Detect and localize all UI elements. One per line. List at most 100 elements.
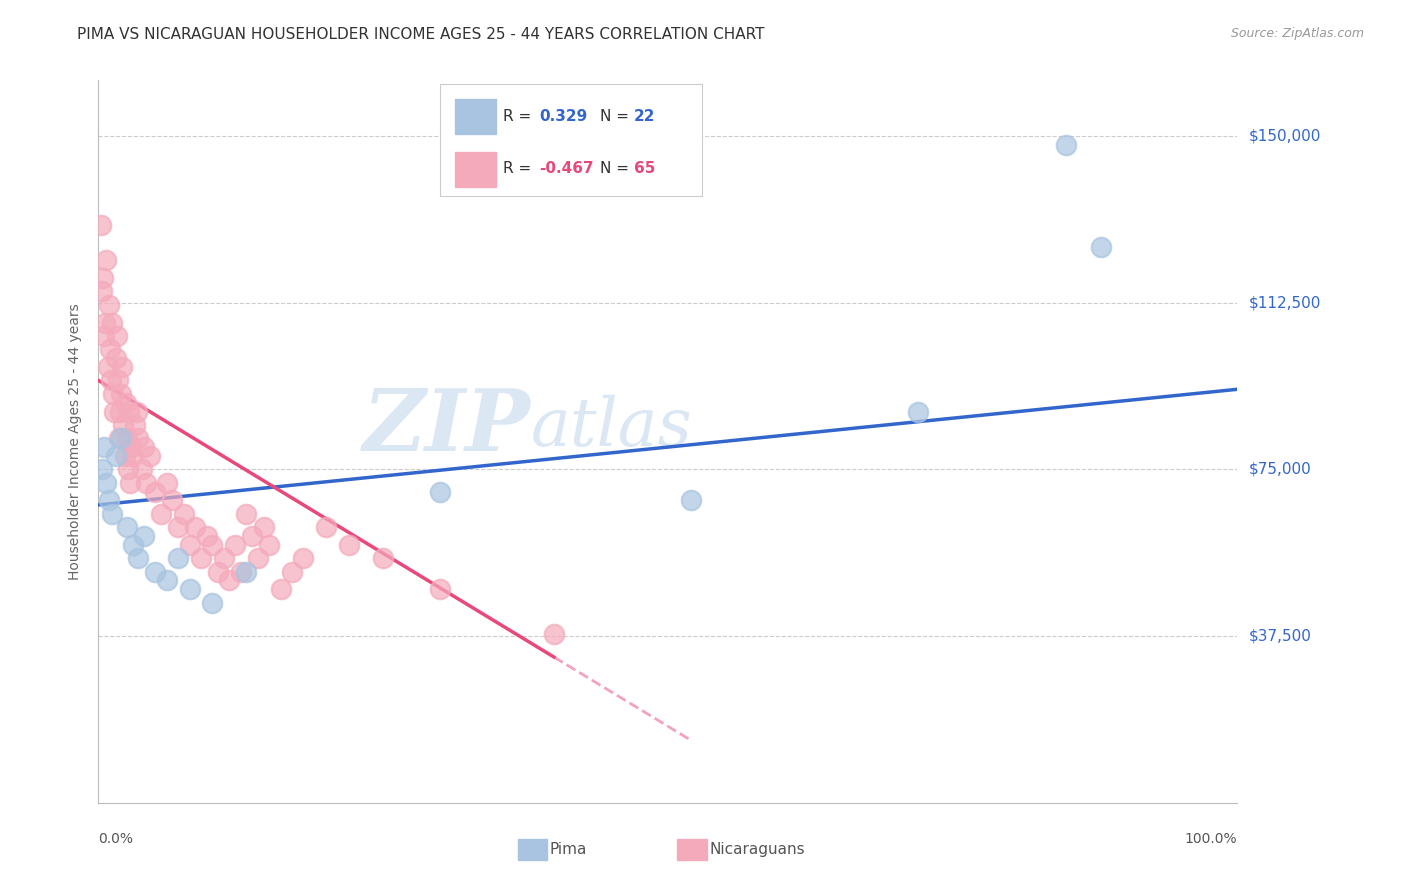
Point bbox=[114, 395, 136, 409]
FancyBboxPatch shape bbox=[517, 838, 547, 860]
Point bbox=[101, 507, 124, 521]
Point bbox=[315, 520, 337, 534]
Point bbox=[127, 431, 149, 445]
Point bbox=[104, 351, 127, 366]
Point bbox=[429, 582, 451, 597]
Point bbox=[132, 440, 155, 454]
Text: 65: 65 bbox=[634, 161, 655, 176]
Point bbox=[167, 520, 190, 534]
Text: 22: 22 bbox=[634, 109, 655, 124]
Point bbox=[124, 417, 146, 432]
Point bbox=[90, 462, 112, 476]
Text: $112,500: $112,500 bbox=[1249, 295, 1320, 310]
Text: ZIP: ZIP bbox=[363, 385, 531, 469]
Point bbox=[108, 404, 131, 418]
Point bbox=[111, 360, 134, 375]
Point bbox=[100, 373, 122, 387]
Point bbox=[201, 596, 224, 610]
Point bbox=[91, 271, 114, 285]
Point bbox=[145, 484, 167, 499]
Point bbox=[90, 285, 112, 299]
Point bbox=[131, 462, 153, 476]
Point bbox=[1090, 240, 1112, 254]
Point bbox=[212, 551, 235, 566]
Point bbox=[145, 565, 167, 579]
Point bbox=[115, 431, 138, 445]
Point bbox=[93, 440, 115, 454]
Point bbox=[195, 529, 218, 543]
Point bbox=[156, 475, 179, 490]
Point bbox=[108, 431, 131, 445]
Text: N =: N = bbox=[599, 109, 628, 124]
Point bbox=[190, 551, 212, 566]
Point bbox=[207, 565, 229, 579]
Text: R =: R = bbox=[503, 109, 531, 124]
Point bbox=[429, 484, 451, 499]
Point bbox=[118, 404, 141, 418]
Point bbox=[281, 565, 304, 579]
Text: 0.329: 0.329 bbox=[538, 109, 588, 124]
Point bbox=[201, 538, 224, 552]
Point bbox=[93, 329, 115, 343]
Point bbox=[94, 316, 117, 330]
FancyBboxPatch shape bbox=[456, 100, 496, 134]
Point bbox=[132, 529, 155, 543]
Point bbox=[103, 404, 125, 418]
Point bbox=[184, 520, 207, 534]
Point bbox=[679, 493, 702, 508]
Y-axis label: Householder Income Ages 25 - 44 years: Householder Income Ages 25 - 44 years bbox=[69, 303, 83, 580]
Point bbox=[107, 373, 129, 387]
Point bbox=[907, 404, 929, 418]
Point bbox=[292, 551, 315, 566]
FancyBboxPatch shape bbox=[440, 84, 702, 196]
Point bbox=[138, 449, 160, 463]
Point bbox=[115, 520, 138, 534]
Point bbox=[121, 538, 143, 552]
Point bbox=[110, 386, 132, 401]
Point bbox=[90, 218, 112, 232]
Text: Nicaraguans: Nicaraguans bbox=[710, 842, 806, 857]
Text: -0.467: -0.467 bbox=[538, 161, 593, 176]
Point bbox=[110, 431, 132, 445]
FancyBboxPatch shape bbox=[676, 838, 707, 860]
Point bbox=[156, 574, 179, 588]
Point bbox=[114, 449, 136, 463]
Point bbox=[259, 538, 281, 552]
Point bbox=[105, 329, 128, 343]
Point bbox=[150, 507, 173, 521]
Point bbox=[112, 417, 135, 432]
Point bbox=[167, 551, 190, 566]
Point bbox=[121, 449, 143, 463]
Point bbox=[218, 574, 240, 588]
Point bbox=[252, 520, 274, 534]
Point bbox=[96, 360, 118, 375]
Text: Source: ZipAtlas.com: Source: ZipAtlas.com bbox=[1230, 27, 1364, 40]
Text: PIMA VS NICARAGUAN HOUSEHOLDER INCOME AGES 25 - 44 YEARS CORRELATION CHART: PIMA VS NICARAGUAN HOUSEHOLDER INCOME AG… bbox=[77, 27, 765, 42]
Point bbox=[103, 386, 125, 401]
Point bbox=[235, 507, 257, 521]
Text: 100.0%: 100.0% bbox=[1185, 831, 1237, 846]
Point bbox=[120, 475, 142, 490]
Point bbox=[224, 538, 246, 552]
Point bbox=[173, 507, 195, 521]
Point bbox=[96, 253, 118, 268]
Point bbox=[97, 493, 120, 508]
Point bbox=[127, 404, 149, 418]
Text: $37,500: $37,500 bbox=[1249, 629, 1312, 643]
Text: N =: N = bbox=[599, 161, 628, 176]
Point bbox=[179, 538, 201, 552]
Point bbox=[101, 316, 124, 330]
Text: $75,000: $75,000 bbox=[1249, 462, 1312, 477]
Text: $150,000: $150,000 bbox=[1249, 128, 1320, 144]
Point bbox=[235, 565, 257, 579]
Point bbox=[179, 582, 201, 597]
Point bbox=[240, 529, 263, 543]
Text: R =: R = bbox=[503, 161, 531, 176]
Point bbox=[135, 475, 157, 490]
Point bbox=[270, 582, 292, 597]
Point bbox=[120, 440, 142, 454]
Point bbox=[97, 298, 120, 312]
Text: 0.0%: 0.0% bbox=[98, 831, 134, 846]
Point bbox=[162, 493, 184, 508]
Point bbox=[337, 538, 360, 552]
